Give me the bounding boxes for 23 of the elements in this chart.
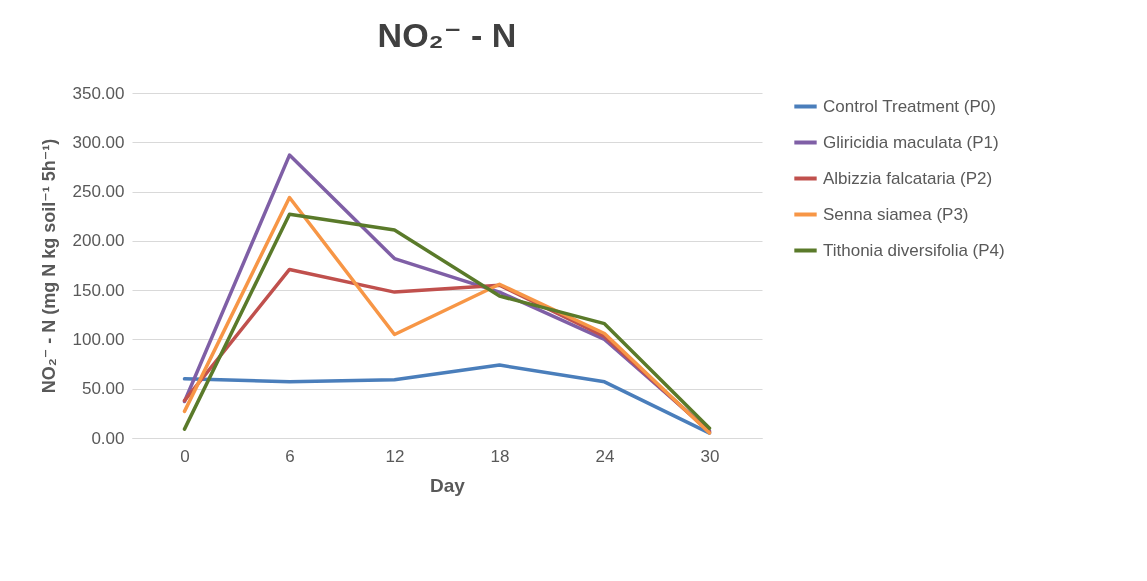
line-series	[182, 363, 712, 435]
y-tick-label: 300.00	[72, 132, 125, 152]
y-tick-label: 50.00	[81, 379, 125, 399]
legend-label: Senna siamea (P3)	[823, 204, 969, 224]
y-axis-title: NO₂⁻ - N (mg N kg soil⁻¹ 5h⁻¹)	[38, 138, 59, 394]
x-tick-label: 24	[595, 446, 615, 466]
legend-label: Tithonia diversifolia (P4)	[823, 240, 1005, 260]
x-tick-label: 0	[180, 446, 190, 466]
x-tick-label: 18	[490, 446, 510, 466]
y-tick-label: 200.00	[72, 231, 125, 251]
legend-label: Gliricidia maculata (P1)	[823, 132, 999, 152]
x-axis-title: Day	[430, 474, 466, 496]
x-tick-label: 12	[385, 446, 405, 466]
y-tick-label: 350.00	[72, 83, 125, 103]
legend-label: Albizzia falcataria (P2)	[823, 168, 993, 188]
y-tick-label: 100.00	[72, 329, 125, 349]
x-tick-label: 6	[285, 446, 295, 466]
legend-label: Control Treatment (P0)	[823, 96, 996, 116]
y-tick-label: 150.00	[72, 280, 125, 300]
y-tick-label: 0.00	[91, 428, 125, 448]
y-tick-label: 250.00	[72, 182, 125, 202]
chart-title: NO₂⁻ - N	[377, 16, 517, 54]
x-tick-label: 30	[700, 446, 720, 466]
